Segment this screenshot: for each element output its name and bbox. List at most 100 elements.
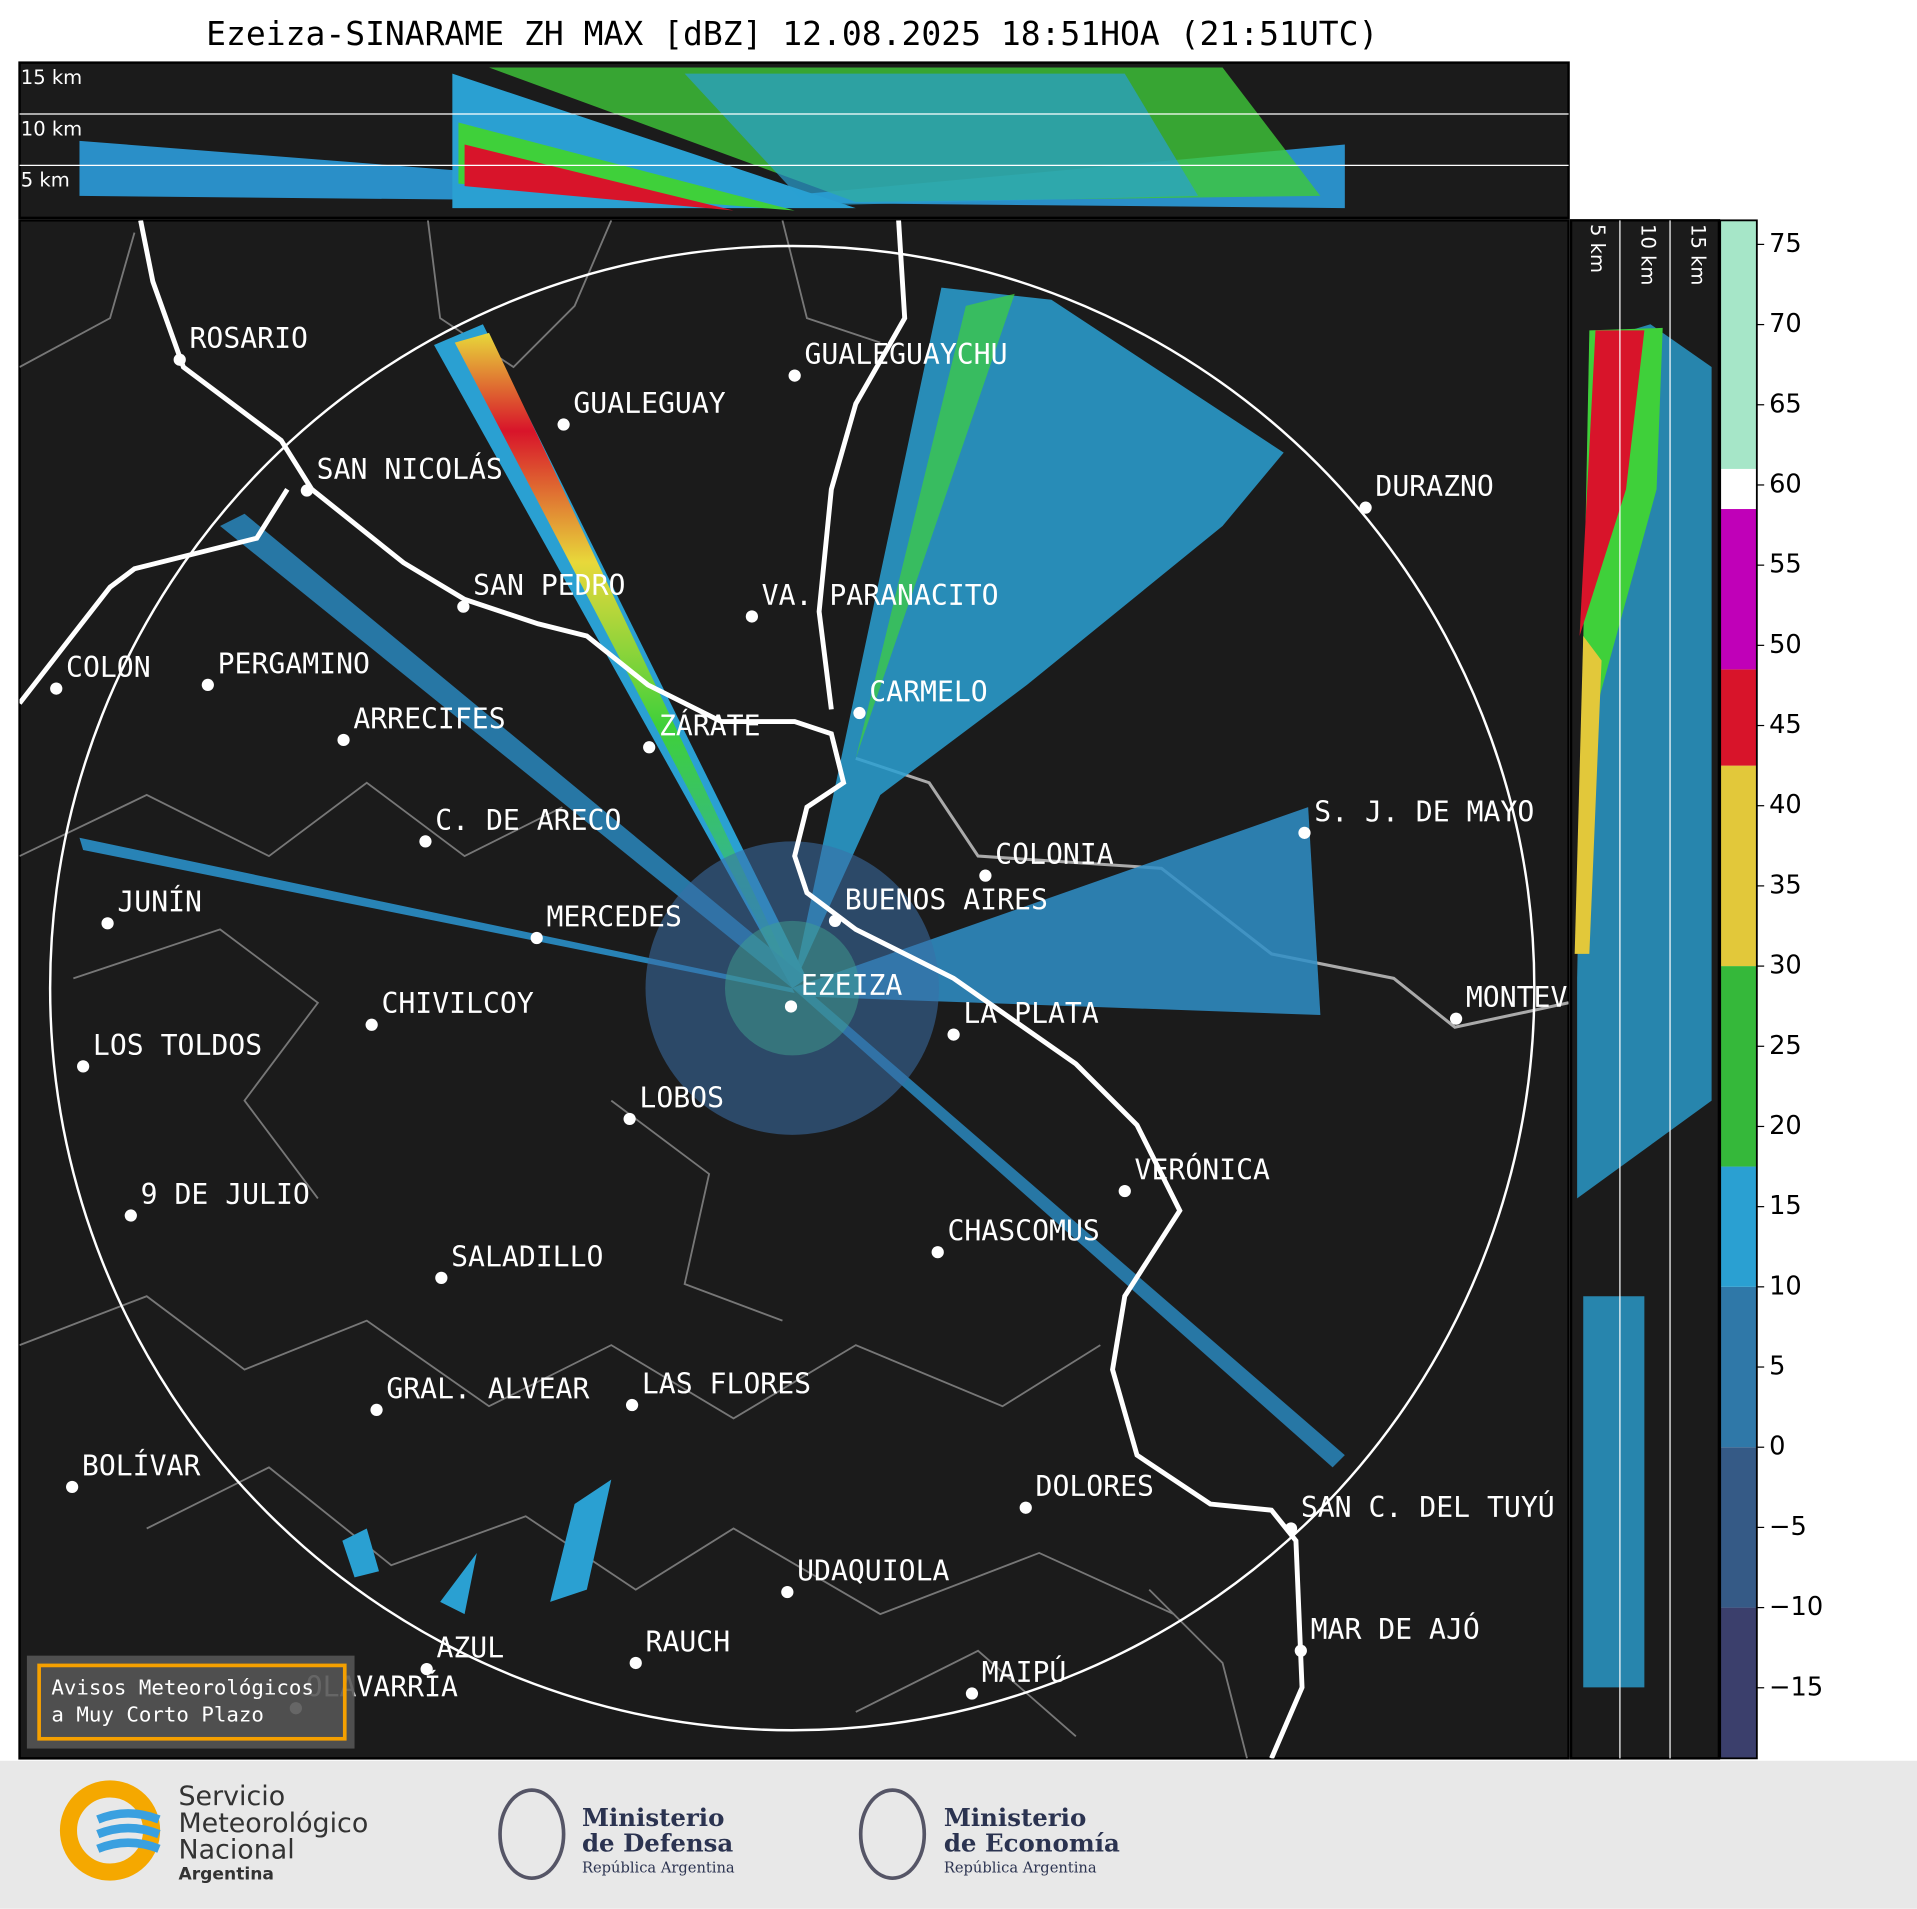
city-label: MAIPÚ: [982, 1655, 1067, 1689]
colorbar-tick-label: −10: [1769, 1592, 1823, 1622]
city-label: SAN NICOLÁS: [317, 452, 503, 486]
city-label: DURAZNO: [1375, 470, 1493, 503]
height-label: 10 km: [21, 117, 82, 140]
city-dot: [370, 1403, 383, 1417]
colorbar-tick-label: 0: [1769, 1432, 1785, 1462]
city-dot: [1294, 1644, 1307, 1657]
city-dot: [784, 1000, 798, 1013]
city-label: COLON: [66, 651, 151, 684]
colorbar-tick-label: 15: [1769, 1191, 1802, 1221]
colorbar-tick-label: 50: [1769, 630, 1802, 660]
city-label: LOBOS: [639, 1081, 724, 1114]
city-label: CHIVILCOY: [381, 987, 533, 1020]
colorbar-tick-label: 65: [1769, 389, 1802, 419]
city-dot: [947, 1028, 960, 1041]
side-echoes: [1574, 324, 1712, 1688]
city-dot: [979, 869, 992, 882]
city-label: LA PLATA: [963, 997, 1098, 1030]
city-label: RAUCH: [646, 1625, 731, 1658]
city-dot: [1118, 1184, 1131, 1198]
logo-text: República Argentina: [944, 1859, 1097, 1876]
city-dot: [101, 917, 114, 930]
city-label: AZUL: [436, 1632, 504, 1665]
city-label: DOLORES: [1036, 1470, 1154, 1503]
logo-defensa: Ministerio de Defensa República Argentin…: [498, 1788, 735, 1880]
city-label: SAN PEDRO: [473, 569, 625, 602]
colorbar-bin: [1720, 509, 1757, 670]
city-layer: ROSARIO GUALEGUAYCHU GUALEGUAY SAN NICOLÁS D…: [50, 322, 1568, 1715]
logo-economia: Ministerio de Economía República Argenti…: [858, 1788, 1120, 1880]
city-dot: [124, 1209, 137, 1222]
footer-bg: [0, 1760, 1917, 1909]
city-label: BOLÍVAR: [82, 1448, 201, 1482]
logo-text: de Defensa: [582, 1829, 733, 1858]
city-label: ZÁRATE: [659, 709, 761, 743]
city-label: GRAL. ALVEAR: [386, 1372, 589, 1405]
colorbar-tick-label: 35: [1769, 870, 1802, 900]
city-dot: [931, 1246, 944, 1259]
radar-echoes: [79, 287, 1345, 1615]
city-dot: [1019, 1501, 1032, 1514]
logo-text: Ministerio: [944, 1803, 1086, 1832]
city-dot: [828, 914, 842, 927]
logo-text: Argentina: [178, 1864, 273, 1884]
city-dot: [201, 678, 214, 692]
city-dot: [1449, 1012, 1463, 1025]
colorbar-tick-label: 45: [1769, 710, 1802, 740]
colorbar-bin: [1720, 966, 1757, 1167]
city-dot: [457, 600, 470, 613]
city-label: ROSARIO: [189, 322, 307, 355]
city-label: SALADILLO: [451, 1240, 603, 1273]
logo-text: de Economía: [944, 1829, 1120, 1858]
colorbar-tick-label: −5: [1769, 1512, 1807, 1542]
logo-text: Servicio: [178, 1781, 285, 1812]
colorbar-tick-label: 25: [1769, 1031, 1802, 1061]
height-label: 10 km: [1636, 224, 1659, 285]
colorbar-tick-label: 70: [1769, 309, 1802, 339]
colorbar-tick-label: 5: [1769, 1352, 1785, 1382]
colorbar-tick-label: 40: [1769, 790, 1802, 820]
coastline: [19, 220, 1305, 1759]
colorbar-bin: [1720, 1166, 1757, 1287]
map-layer: ROSARIO GUALEGUAYCHU GUALEGUAY SAN NICOLÁS D…: [19, 220, 1569, 1759]
city-dot: [643, 741, 656, 754]
height-label: 5 km: [21, 169, 70, 192]
city-dot: [745, 610, 758, 623]
city-dot: [419, 835, 432, 848]
city-dot: [1359, 501, 1372, 514]
city-label: MONTEV: [1466, 981, 1568, 1014]
colorbar-tick-label: 60: [1769, 469, 1802, 499]
notice-box[interactable]: [37, 1663, 347, 1741]
city-dot: [625, 1398, 639, 1412]
city-label: GUALEGUAY: [573, 387, 725, 420]
city-label: UDAQUIOLA: [797, 1555, 949, 1588]
city-dot: [173, 353, 186, 366]
city-label: SAN C. DEL TUYÚ: [1301, 1490, 1555, 1524]
city-label: MAR DE AJÓ: [1311, 1612, 1480, 1646]
city-dot: [337, 733, 350, 747]
height-label: 5 km: [1586, 224, 1609, 273]
colorbar: −15 −10 −5 0 5 10 15 20 25 30 35 40 45 50 55 60 65 70 75: [1719, 219, 1823, 1760]
city-dot: [530, 931, 543, 945]
city-label: CARMELO: [869, 675, 987, 708]
top-echoes: [79, 67, 1345, 211]
city-label: LAS FLORES: [642, 1367, 811, 1400]
colorbar-tick-label: −15: [1769, 1672, 1823, 1702]
city-dot: [557, 418, 570, 431]
city-dot: [629, 1656, 642, 1670]
colorbar-frame: [1719, 219, 1758, 1760]
colorbar-tick-label: 75: [1769, 229, 1802, 259]
city-label: VA. PARANACITO: [762, 579, 999, 612]
city-label: BUENOS AIRES: [845, 883, 1048, 916]
city-dot: [50, 682, 63, 695]
city-label: COLONIA: [995, 838, 1114, 871]
city-label: JUNÍN: [117, 885, 202, 919]
height-label: 15 km: [21, 66, 82, 89]
logo-smn: Servicio Meteorológico Nacional Argentin…: [59, 1780, 368, 1884]
city-label: C. DE ARECO: [435, 804, 621, 837]
city-dot: [853, 706, 866, 720]
city-label: PERGAMINO: [218, 647, 370, 680]
city-label: EZEIZA: [801, 969, 903, 1002]
